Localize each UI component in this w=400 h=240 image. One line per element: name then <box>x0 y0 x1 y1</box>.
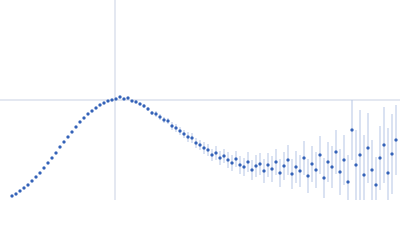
data-point <box>122 97 126 101</box>
data-point <box>194 141 198 145</box>
data-point <box>310 162 314 166</box>
data-point <box>278 171 282 175</box>
data-point <box>118 95 122 99</box>
data-point <box>330 165 334 169</box>
data-point <box>150 111 154 115</box>
data-point <box>270 167 274 171</box>
data-point <box>158 115 162 119</box>
data-point <box>202 146 206 150</box>
data-point <box>130 99 134 103</box>
data-point <box>74 125 78 129</box>
data-point <box>206 148 210 152</box>
data-point <box>286 158 290 162</box>
data-point <box>318 153 322 157</box>
data-point <box>262 169 266 173</box>
data-point <box>174 126 178 130</box>
data-point <box>366 146 370 150</box>
data-point <box>90 109 94 113</box>
data-point <box>62 140 66 144</box>
data-point <box>146 107 150 111</box>
data-point <box>106 99 110 103</box>
data-point <box>190 136 194 140</box>
data-point <box>234 157 238 161</box>
data-point <box>238 163 242 167</box>
data-point <box>50 156 54 160</box>
data-point <box>266 163 270 167</box>
data-point <box>302 156 306 160</box>
data-point <box>226 158 230 162</box>
data-point <box>78 120 82 124</box>
data-point <box>294 165 298 169</box>
data-point <box>154 112 158 116</box>
data-point <box>390 152 394 156</box>
data-point <box>354 163 358 167</box>
page: {"chart_data": { "type": "scatter", "col… <box>0 0 400 200</box>
data-point <box>346 180 350 184</box>
data-point <box>394 138 398 142</box>
data-point <box>34 175 38 179</box>
data-point <box>178 129 182 133</box>
data-point <box>382 143 386 147</box>
data-point <box>290 172 294 176</box>
data-point <box>38 171 42 175</box>
data-point <box>334 150 338 154</box>
data-point <box>82 116 86 120</box>
data-point <box>338 170 342 174</box>
data-point <box>210 153 214 157</box>
data-point <box>26 183 30 187</box>
data-point <box>242 165 246 169</box>
data-point <box>198 143 202 147</box>
data-point <box>230 161 234 165</box>
data-point <box>14 192 18 196</box>
data-point <box>58 145 62 149</box>
data-point <box>362 173 366 177</box>
data-point <box>182 132 186 136</box>
data-point <box>142 104 146 108</box>
data-point <box>46 161 50 165</box>
data-point <box>22 186 26 190</box>
data-point <box>370 168 374 172</box>
data-point <box>134 100 138 104</box>
data-point <box>374 183 378 187</box>
data-point <box>222 154 226 158</box>
data-point <box>254 164 258 168</box>
data-point <box>306 174 310 178</box>
data-point <box>386 171 390 175</box>
chart <box>0 0 400 200</box>
data-point <box>86 112 90 116</box>
data-point <box>214 151 218 155</box>
data-point <box>10 194 14 198</box>
data-point <box>186 135 190 139</box>
data-point <box>350 128 354 132</box>
data-point <box>170 124 174 128</box>
data-point <box>298 169 302 173</box>
data-point <box>246 160 250 164</box>
data-point <box>218 156 222 160</box>
data-point <box>126 96 130 100</box>
data-point <box>110 98 114 102</box>
data-point <box>42 166 46 170</box>
data-point <box>98 103 102 107</box>
data-point <box>282 164 286 168</box>
data-point <box>166 119 170 123</box>
data-point <box>250 168 254 172</box>
data-point <box>66 135 70 139</box>
data-point <box>18 189 22 193</box>
data-point <box>342 158 346 162</box>
data-point <box>138 102 142 106</box>
data-point <box>94 106 98 110</box>
data-point <box>162 118 166 122</box>
data-point <box>274 160 278 164</box>
data-point <box>54 151 58 155</box>
data-point <box>358 153 362 157</box>
data-point <box>102 101 106 105</box>
data-point <box>326 160 330 164</box>
data-point <box>70 130 74 134</box>
data-point <box>378 156 382 160</box>
data-point <box>30 179 34 183</box>
data-point <box>258 162 262 166</box>
data-point <box>114 97 118 101</box>
data-point <box>322 176 326 180</box>
data-point <box>314 168 318 172</box>
